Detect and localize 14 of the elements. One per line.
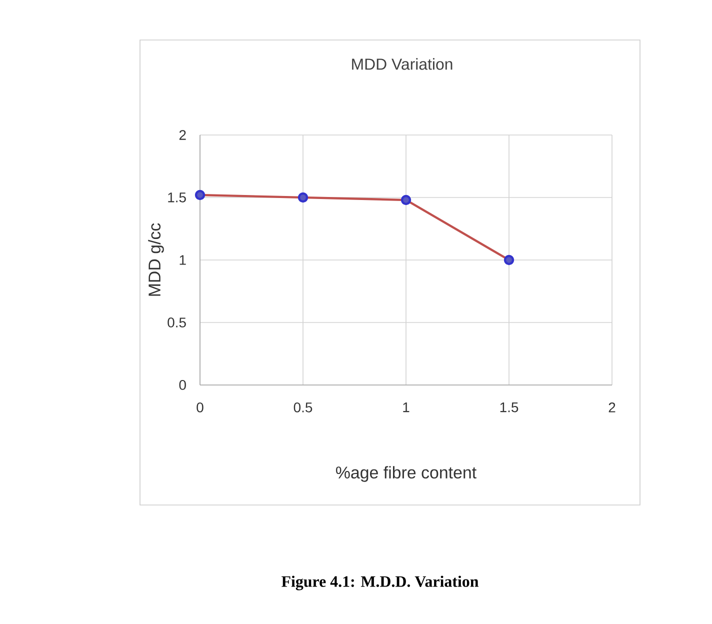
x-tick-label: 0.5 <box>294 402 312 412</box>
y-axis-title: MDD g/cc <box>148 223 164 296</box>
text: Figure 4.1: M.D.D. Variation <box>282 576 479 590</box>
x-axis-title: %age fibre content <box>336 466 476 482</box>
y-tick-label: 2 <box>179 130 186 140</box>
chart-title: MDD Variation <box>352 58 452 70</box>
x-tick-label: 1.5 <box>500 402 518 412</box>
x-tick-label: 1 <box>403 402 410 412</box>
y-tick-label: 1.5 <box>168 192 186 202</box>
x-tick-label: 0 <box>196 402 204 412</box>
x-tick-label: 2 <box>608 402 616 412</box>
y-tick-label: 0 <box>179 380 186 390</box>
y-tick-label: 1 <box>180 255 186 265</box>
y-tick-label: 0.5 <box>168 318 186 328</box>
